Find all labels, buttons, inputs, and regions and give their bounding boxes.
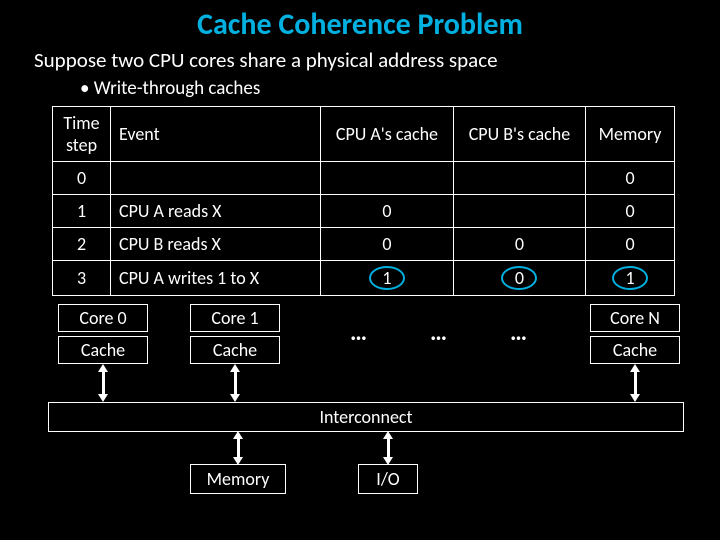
table-cell [321, 162, 454, 195]
arrow-cacheN-interconnect [634, 371, 637, 395]
table-cell: 0 [453, 228, 585, 261]
arrow-cache0-interconnect [102, 371, 105, 395]
ellipsis-1: … [350, 318, 367, 347]
core-0-box: Core 0 [58, 304, 148, 332]
io-box: I/O [358, 464, 418, 494]
table-cell [453, 162, 585, 195]
table-cell: CPU A writes 1 to X [111, 261, 321, 296]
table-cell: 1 [586, 261, 675, 296]
table-body: 001CPU A reads X002CPU B reads X0003CPU … [53, 162, 675, 296]
slide-subtitle: Suppose two CPU cores share a physical a… [0, 43, 720, 73]
arrow-interconnect-io [387, 438, 390, 458]
col-cpu-a: CPU A's cache [321, 107, 454, 162]
ellipsis-3: … [510, 318, 527, 347]
table-cell: 0 [453, 261, 585, 296]
table-cell: 0 [586, 195, 675, 228]
bullet-write-through: Write-through caches [0, 73, 720, 106]
cache-1-box: Cache [190, 336, 280, 364]
col-cpu-b: CPU B's cache [453, 107, 585, 162]
table-cell: 1 [53, 195, 111, 228]
coherence-table: Time step Event CPU A's cache CPU B's ca… [52, 106, 675, 296]
table-cell [111, 162, 321, 195]
arrow-cache1-interconnect [234, 371, 237, 395]
arrow-interconnect-memory [237, 438, 240, 458]
table-cell: CPU A reads X [111, 195, 321, 228]
memory-box: Memory [190, 464, 286, 494]
table-row: 3CPU A writes 1 to X101 [53, 261, 675, 296]
architecture-diagram: Core 0 Cache Core 1 Cache Core N Cache …… [0, 304, 720, 524]
cache-n-box: Cache [590, 336, 680, 364]
table-cell: 3 [53, 261, 111, 296]
col-memory: Memory [586, 107, 675, 162]
table-cell: 0 [321, 195, 454, 228]
table-cell: 0 [321, 228, 454, 261]
table-cell: 0 [586, 228, 675, 261]
slide-title: Cache Coherence Problem [0, 0, 720, 43]
table-row: 2CPU B reads X000 [53, 228, 675, 261]
table-cell: 2 [53, 228, 111, 261]
core-n-box: Core N [590, 304, 680, 332]
col-event: Event [111, 107, 321, 162]
table-cell [453, 195, 585, 228]
table-row: 1CPU A reads X00 [53, 195, 675, 228]
core-1-box: Core 1 [190, 304, 280, 332]
table-cell: 1 [321, 261, 454, 296]
table-cell: 0 [53, 162, 111, 195]
ellipsis-2: … [430, 318, 447, 347]
table-cell: 0 [586, 162, 675, 195]
table-row: 00 [53, 162, 675, 195]
interconnect-box: Interconnect [48, 402, 684, 432]
col-time: Time step [53, 107, 111, 162]
cache-0-box: Cache [58, 336, 148, 364]
table-cell: CPU B reads X [111, 228, 321, 261]
